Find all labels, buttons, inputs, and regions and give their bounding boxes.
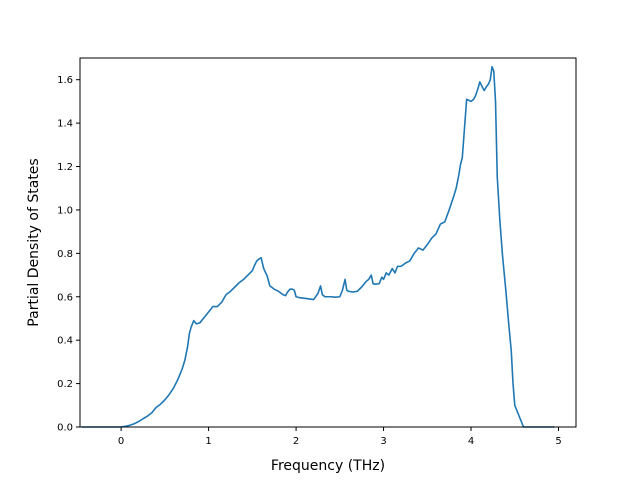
y-tick-label: 0.8 [57, 249, 73, 260]
x-tick-label: 1 [205, 436, 211, 447]
plot-frame [79, 57, 577, 428]
x-tick-label: 0 [118, 436, 124, 447]
y-tick-label: 1.0 [57, 205, 73, 216]
x-tick-label: 4 [468, 436, 474, 447]
x-axis-title: Frequency (THz) [271, 458, 385, 474]
y-axis-title: Partial Density of States [26, 158, 42, 326]
y-tick-label: 1.2 [57, 162, 73, 173]
pdos-series-line [80, 65, 555, 428]
axis-ticks: 0 1 2 3 4 5 0.0 0.2 0.4 0.6 0.8 1.0 1.2 1.4 1.6 [57, 75, 562, 447]
y-tick-label: 1.6 [57, 75, 73, 86]
x-tick-label: 2 [293, 436, 299, 447]
y-tick-label: 0.6 [57, 292, 73, 303]
y-tick-label: 1.4 [57, 119, 73, 130]
plot-lines [80, 65, 555, 428]
y-tick-label: 0.4 [57, 336, 73, 347]
y-tick-label: 0.2 [57, 379, 73, 390]
x-tick-label: 5 [555, 436, 561, 447]
x-tick-label: 3 [380, 436, 386, 447]
y-tick-label: 0.0 [57, 423, 73, 434]
